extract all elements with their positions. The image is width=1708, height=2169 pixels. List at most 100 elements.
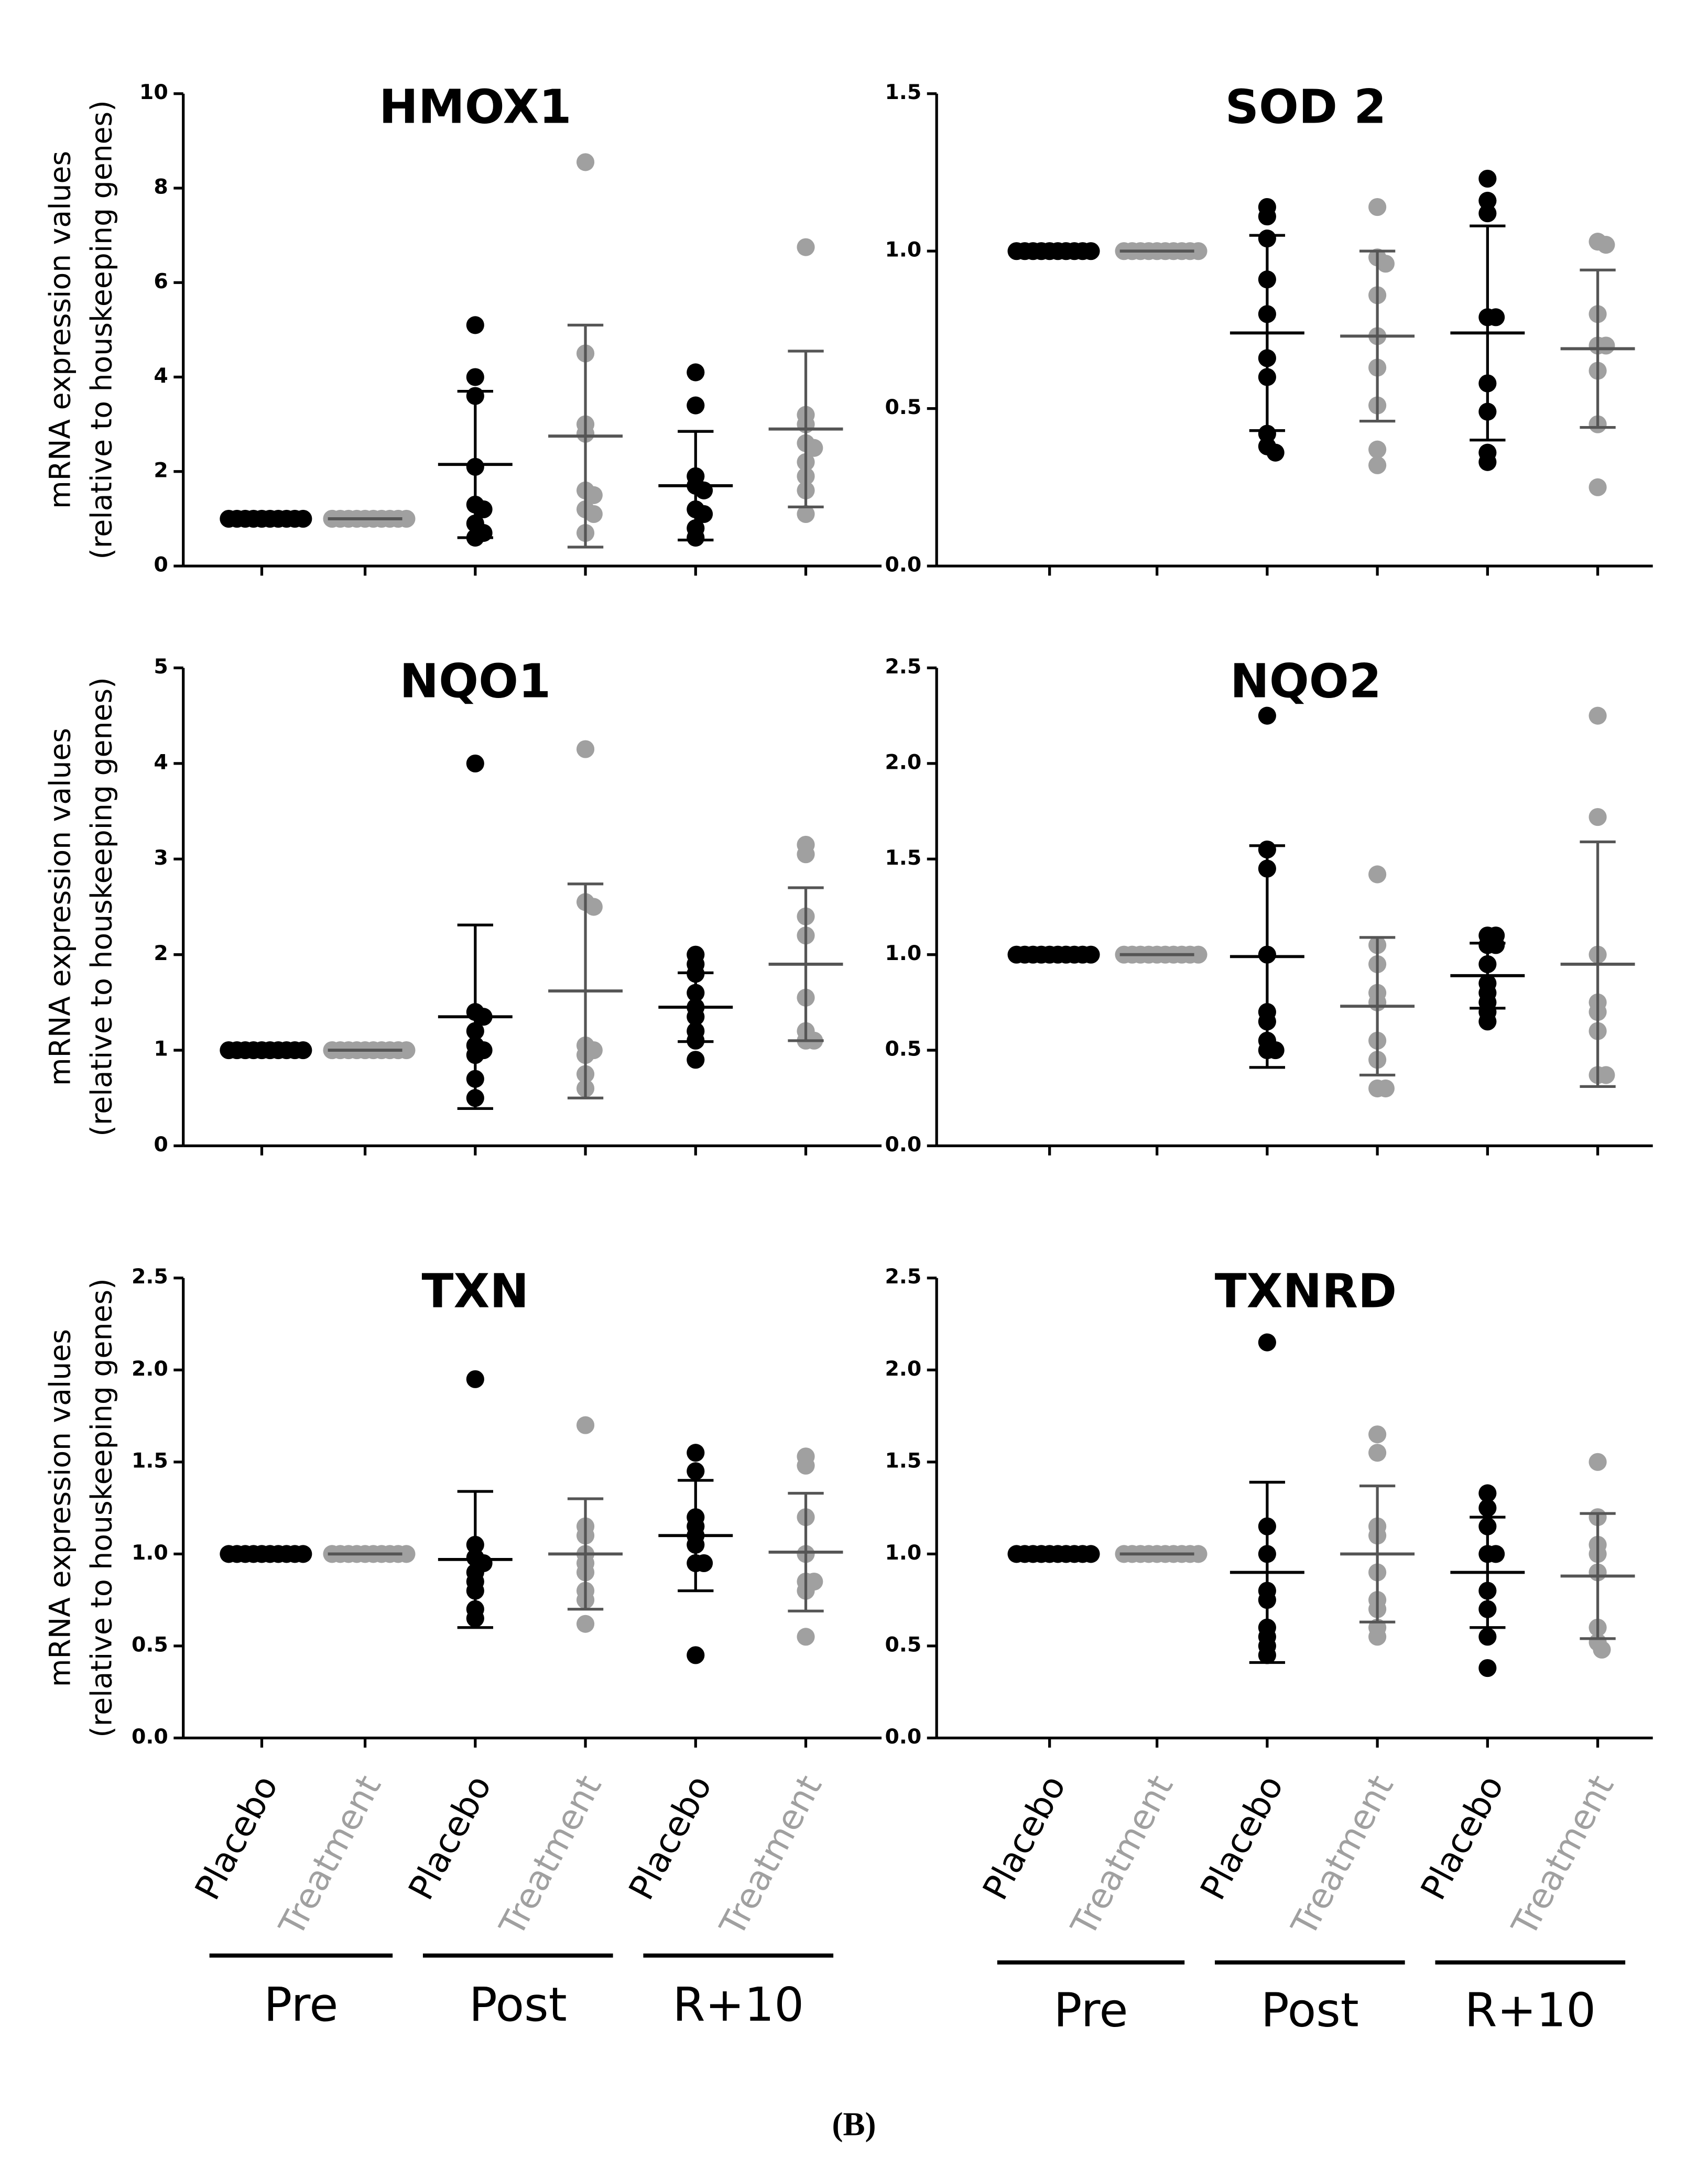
data-point <box>1589 478 1607 496</box>
data-point <box>687 363 705 382</box>
data-point <box>1266 443 1285 462</box>
category-label: Placebo <box>188 1769 286 1906</box>
data-point <box>576 1416 595 1434</box>
data-point <box>397 1041 416 1060</box>
data-point <box>1589 1453 1607 1471</box>
category-label: Placebo <box>1193 1769 1291 1906</box>
category-label: Placebo <box>401 1769 499 1906</box>
data-point <box>1082 242 1100 260</box>
category-label: Treatment <box>1283 1769 1401 1943</box>
data-point <box>687 396 705 415</box>
category-label: Placebo <box>1413 1769 1512 1906</box>
chart-title: HMOX1 <box>379 80 571 135</box>
chart-title: TXN <box>422 1265 529 1319</box>
data-point <box>1487 936 1505 954</box>
data-point <box>1478 169 1497 188</box>
data-point <box>687 1444 705 1462</box>
y-tick-label: 3 <box>154 846 168 870</box>
y-tick-label: 2.5 <box>885 655 921 679</box>
data-point <box>1368 865 1387 884</box>
y-tick-label: 1.0 <box>885 941 921 965</box>
y-tick-label: 0.5 <box>885 1632 921 1656</box>
period-label: Post <box>469 1978 567 2032</box>
category-label: Placebo <box>975 1769 1074 1906</box>
chart-title: NQO1 <box>399 654 551 709</box>
data-point <box>1589 706 1607 725</box>
y-tick-label: 1.5 <box>132 1448 168 1473</box>
data-point <box>584 898 603 916</box>
y-axis-label: (relative to houskeeping genes) <box>85 100 118 559</box>
y-axis-label: (relative to houskeeping genes) <box>85 677 118 1136</box>
y-tick-label: 2 <box>154 458 168 482</box>
data-point <box>694 505 713 524</box>
data-point <box>1368 198 1387 216</box>
data-point <box>1266 1041 1285 1060</box>
data-point <box>797 845 815 864</box>
data-point <box>294 509 312 528</box>
y-tick-label: 1 <box>154 1037 168 1061</box>
data-point <box>466 316 484 334</box>
y-tick-label: 1.5 <box>885 1448 921 1473</box>
y-tick-label: 0 <box>154 1132 168 1157</box>
data-point <box>1376 1079 1395 1098</box>
data-point <box>474 524 493 542</box>
y-tick-label: 1.0 <box>132 1541 168 1565</box>
y-axis-label: mRNA expression values <box>44 1329 78 1687</box>
data-point <box>1597 236 1615 254</box>
data-point <box>1368 440 1387 459</box>
y-tick-label: 0.5 <box>132 1632 168 1656</box>
data-point <box>584 486 603 504</box>
data-point <box>1597 1066 1615 1084</box>
y-tick-label: 8 <box>154 175 168 199</box>
data-point <box>1189 945 1207 964</box>
y-tick-label: 5 <box>154 655 168 679</box>
data-point <box>466 1370 484 1388</box>
data-point <box>397 1545 416 1563</box>
data-point <box>576 1615 595 1633</box>
period-label: Post <box>1261 1983 1359 2037</box>
y-tick-label: 6 <box>154 269 168 293</box>
data-point <box>576 153 595 171</box>
category-label: Treatment <box>271 1769 389 1943</box>
data-point <box>584 505 603 524</box>
data-point <box>687 1646 705 1664</box>
data-point <box>397 509 416 528</box>
data-point <box>1258 706 1276 725</box>
y-tick-label: 2.0 <box>885 1357 921 1381</box>
data-point <box>1082 1545 1100 1563</box>
y-tick-label: 0.0 <box>885 1725 921 1749</box>
period-label: R+10 <box>672 1978 804 2032</box>
y-tick-label: 2.0 <box>132 1357 168 1381</box>
y-tick-label: 0.5 <box>885 1037 921 1061</box>
y-tick-label: 4 <box>154 364 168 388</box>
y-tick-label: 0.0 <box>885 553 921 577</box>
data-point <box>1189 242 1207 260</box>
data-point <box>576 740 595 758</box>
category-label: Treatment <box>492 1769 610 1943</box>
data-point <box>694 1554 713 1572</box>
chart-title: SOD 2 <box>1225 80 1387 135</box>
data-point <box>1478 1484 1497 1502</box>
data-point <box>466 754 484 773</box>
period-label: Pre <box>1053 1983 1128 2037</box>
category-label: Placebo <box>622 1769 720 1906</box>
y-tick-label: 2.5 <box>132 1265 168 1289</box>
data-point <box>1487 308 1505 326</box>
data-point <box>1478 1499 1497 1517</box>
data-point <box>797 238 815 256</box>
data-point <box>797 1456 815 1475</box>
y-axis-label: mRNA expression values <box>44 728 78 1086</box>
data-point <box>1478 453 1497 471</box>
data-point <box>1258 207 1276 226</box>
data-point <box>1258 1333 1276 1351</box>
data-point <box>1478 1628 1497 1646</box>
data-point <box>294 1545 312 1563</box>
data-point <box>1082 945 1100 964</box>
y-tick-label: 4 <box>154 750 168 774</box>
data-point <box>1597 336 1615 355</box>
data-point <box>1368 1444 1387 1462</box>
data-point <box>694 481 713 499</box>
period-label: Pre <box>264 1978 338 2032</box>
